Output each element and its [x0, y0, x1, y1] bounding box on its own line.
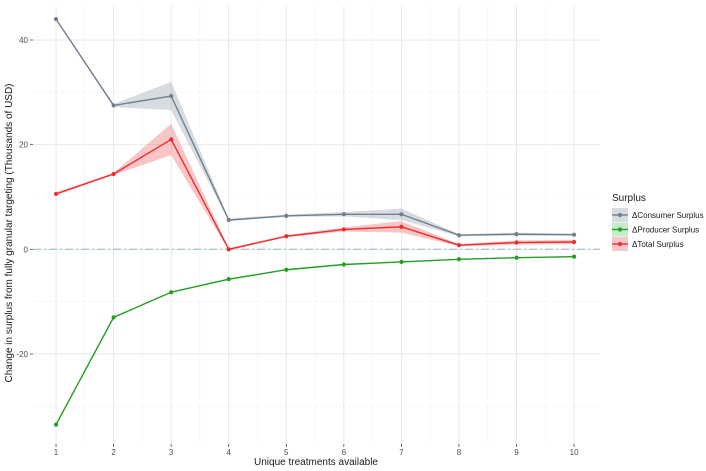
legend-label: ΔTotal Surplus — [632, 240, 684, 249]
series-point-2-8 — [514, 240, 519, 245]
x-tick-label: 9 — [514, 448, 519, 457]
series-point-2-5 — [341, 227, 346, 232]
series-point-0-2 — [169, 93, 174, 99]
series-point-2-0 — [53, 191, 59, 196]
series-point-1-0 — [53, 422, 59, 427]
series-point-1-5 — [341, 262, 346, 267]
series-point-1-2 — [169, 290, 174, 295]
series-point-0-1 — [111, 103, 116, 108]
series-point-2-9 — [571, 239, 577, 245]
major-gridlines — [33, 6, 600, 444]
series-point-1-7 — [456, 257, 462, 262]
legend-label: ΔProducer Surplus — [632, 226, 699, 235]
series-point-1-3 — [226, 277, 231, 282]
x-tick-label: 1 — [54, 448, 59, 457]
series-point-2-4 — [284, 234, 289, 239]
y-tick-label: 0 — [24, 245, 29, 254]
legend-title: Surplus — [612, 193, 646, 204]
x-tick-label: 8 — [457, 448, 462, 457]
series-point-0-9 — [571, 232, 577, 237]
series-point-1-4 — [284, 267, 289, 272]
x-tick-label: 5 — [284, 448, 289, 457]
legend-items: ΔConsumer Surplus ΔProducer Surplus ΔTotal… — [612, 208, 704, 251]
series-point-0-3 — [226, 217, 231, 223]
minor-gridlines — [33, 6, 600, 444]
series-point-0-5 — [341, 212, 346, 217]
series-point-0-7 — [456, 233, 462, 238]
x-axis-title: Unique treatments available — [254, 457, 378, 468]
series-point-2-7 — [456, 243, 462, 248]
x-axis-ticks: 1 2 3 4 5 6 7 8 9 10 — [54, 444, 579, 457]
y-tick-label: 40 — [19, 36, 28, 45]
series-point-1-6 — [399, 259, 404, 264]
series-point-2-3 — [226, 247, 231, 252]
series-point-0-8 — [514, 232, 519, 237]
x-tick-label: 6 — [342, 448, 347, 457]
x-tick-label: 3 — [169, 448, 174, 457]
x-tick-label: 2 — [111, 448, 116, 457]
series-band-2 — [56, 123, 575, 251]
series-point-2-2 — [169, 137, 174, 142]
legend-label: ΔConsumer Surplus — [632, 211, 704, 220]
y-axis-title: Change in surplus from fully granular ta… — [4, 83, 15, 382]
series-point-1-8 — [514, 255, 519, 260]
legend-key-point-0 — [617, 212, 623, 218]
series-points — [53, 16, 577, 427]
x-tick-label: 7 — [399, 448, 404, 457]
series-lines — [55, 18, 575, 425]
series-point-2-6 — [399, 224, 404, 229]
y-axis-ticks: -20 0 20 40 — [16, 36, 33, 359]
x-tick-label: 4 — [226, 448, 231, 457]
series-point-1-1 — [111, 315, 116, 320]
series-point-1-9 — [571, 254, 577, 259]
y-tick-label: 20 — [19, 141, 28, 150]
series-line-2 — [55, 138, 575, 251]
legend: Surplus ΔConsumer Surplus ΔProducer Surpl… — [612, 193, 704, 251]
confidence-bands — [56, 19, 575, 425]
x-tick-label: 10 — [570, 448, 579, 457]
series-point-0-4 — [284, 213, 289, 218]
series-point-0-0 — [53, 16, 59, 22]
legend-key-point-1 — [617, 227, 623, 232]
series-point-2-1 — [111, 171, 116, 177]
series-point-0-6 — [399, 212, 404, 217]
series-line-0 — [55, 18, 575, 236]
y-tick-label: -20 — [16, 350, 28, 359]
series-line-1 — [55, 255, 575, 425]
legend-key-point-2 — [617, 241, 623, 247]
